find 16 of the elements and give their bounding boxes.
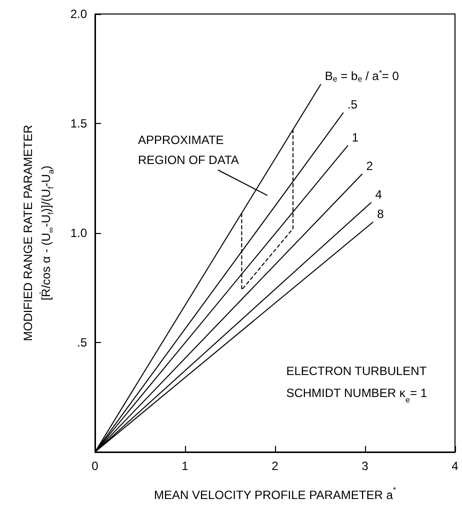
- x-tick-label: 0: [92, 459, 99, 473]
- series-label: .5: [347, 98, 358, 112]
- y-tick-label: 1.5: [70, 116, 88, 130]
- x-axis-title: MEAN VELOCITY PROFILE PARAMETER a*: [154, 486, 396, 502]
- y-tick-label: 1.0: [70, 226, 88, 240]
- x-tick-label: 2: [272, 459, 279, 473]
- x-tick-label: 3: [362, 459, 369, 473]
- series-label: 1: [352, 130, 359, 144]
- x-tick-label: 1: [182, 459, 189, 473]
- series-label: 2: [366, 158, 374, 173]
- series-label: 8: [377, 207, 384, 222]
- y-tick-label: 2.0: [70, 7, 88, 21]
- y-tick-label: .5: [76, 336, 88, 350]
- series-label: 4: [375, 187, 382, 202]
- x-tick-label: 4: [452, 459, 459, 473]
- annotation: APPROXIMATE REGION OF DATA: [138, 133, 239, 167]
